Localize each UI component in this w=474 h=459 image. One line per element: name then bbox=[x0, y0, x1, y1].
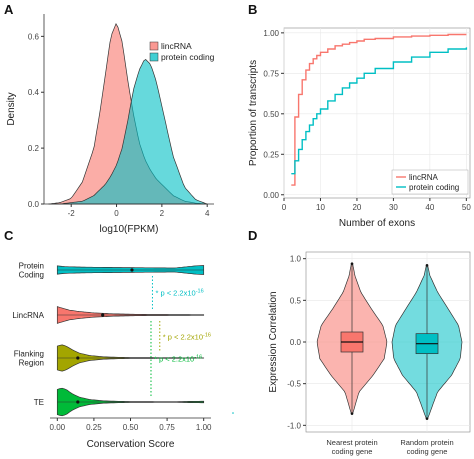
outlier-low-d-1 bbox=[425, 417, 429, 420]
panel-a: -2 0 2 4 0.0 0.2 0.4 0.6 log10(FPKM) Density lincR… bbox=[6, 14, 215, 235]
y-tick-label-b: 0.75 bbox=[263, 69, 279, 78]
category-label-line: Flanking bbox=[14, 350, 44, 359]
x-tick-label-c: 0.75 bbox=[159, 423, 175, 432]
y-tick-label-b: 0.50 bbox=[263, 110, 279, 119]
x-tick-label-a: 4 bbox=[205, 209, 210, 218]
significance-base: * p < 2.2x10 bbox=[154, 355, 194, 364]
legend-label-b: lincRNA bbox=[409, 173, 439, 182]
plot-area-b bbox=[283, 27, 471, 199]
y-tick-label-d: -1.0 bbox=[287, 421, 301, 430]
category-label-c-1: LincRNA bbox=[12, 311, 44, 320]
category-label-line: LincRNA bbox=[12, 311, 44, 320]
category-label-line: Protein bbox=[19, 262, 44, 271]
median-point-c-1 bbox=[101, 313, 105, 317]
x-tick-label-a: 0 bbox=[114, 209, 119, 218]
category-label-d-0: Nearest protein coding gene bbox=[326, 438, 377, 456]
x-tick-label-b: 40 bbox=[425, 203, 434, 212]
y-tick-label-d: 0.5 bbox=[290, 296, 302, 305]
legend-label-b: protein coding bbox=[409, 183, 459, 192]
category-label-line: coding gene bbox=[332, 447, 373, 456]
legend-swatch-a bbox=[149, 52, 159, 62]
x-tick-label-c: 1.00 bbox=[196, 423, 212, 432]
ecdf-line-lincrna bbox=[291, 33, 467, 186]
legend-swatch-a bbox=[149, 41, 159, 51]
stray-point-c bbox=[232, 412, 234, 414]
y-axis-label-a: Density bbox=[6, 92, 17, 125]
y-tick-label-b: 1.00 bbox=[263, 29, 279, 38]
x-axis-label-a: log10(FPKM) bbox=[100, 224, 159, 235]
panel-label-b: B bbox=[248, 2, 257, 17]
category-label-d-1: Random protein coding gene bbox=[400, 438, 453, 456]
x-tick-label-b: 0 bbox=[282, 203, 287, 212]
y-tick-label-d: -0.5 bbox=[287, 380, 301, 389]
x-axis-label-c: Conservation Score bbox=[87, 439, 175, 450]
outlier-high-d-0 bbox=[350, 262, 354, 265]
y-axis-label-d: Expression Correlation bbox=[268, 291, 279, 392]
y-axis-label-b: Proportion of transcripts bbox=[248, 60, 259, 166]
median-point-c-3 bbox=[76, 400, 80, 404]
significance-exponent: -16 bbox=[194, 355, 202, 361]
median-point-c-2 bbox=[76, 356, 80, 360]
panel-label-c: C bbox=[4, 228, 14, 243]
significance-exponent: -16 bbox=[203, 333, 211, 339]
median-point-c-0 bbox=[130, 268, 134, 272]
x-tick-label-b: 30 bbox=[389, 203, 398, 212]
y-tick-label-d: 0.0 bbox=[290, 338, 302, 347]
category-label-line: Nearest protein bbox=[326, 438, 377, 447]
category-label-c-2: Flanking Region bbox=[14, 350, 44, 368]
x-tick-label-c: 0.00 bbox=[50, 423, 66, 432]
panel-label-a: A bbox=[4, 2, 14, 17]
significance-text-c-2: * p < 2.2x10-16 bbox=[154, 355, 202, 364]
legend-box-b bbox=[391, 169, 469, 195]
category-label-line: Coding bbox=[19, 271, 44, 280]
y-tick-label-a: 0.0 bbox=[28, 200, 40, 209]
y-tick-label-b: 0.00 bbox=[263, 191, 279, 200]
x-axis-label-b: Number of exons bbox=[339, 218, 415, 229]
x-tick-label-a: 2 bbox=[160, 209, 165, 218]
y-tick-label-a: 0.2 bbox=[28, 144, 40, 153]
outlier-high-d-1 bbox=[425, 264, 429, 267]
category-label-c-3: TE bbox=[34, 398, 44, 407]
significance-exponent: -16 bbox=[196, 289, 204, 295]
significance-base: * p < 2.2x10 bbox=[155, 289, 195, 298]
category-label-line: Region bbox=[19, 359, 44, 368]
x-tick-label-b: 10 bbox=[316, 203, 325, 212]
y-tick-label-b: 0.25 bbox=[263, 150, 279, 159]
density-protein-coding bbox=[48, 59, 208, 205]
category-label-line: Random protein bbox=[400, 438, 453, 447]
legend-label-a: protein coding bbox=[161, 52, 215, 62]
y-tick-label-a: 0.4 bbox=[28, 88, 40, 97]
x-tick-label-b: 20 bbox=[352, 203, 361, 212]
significance-base: * p < 2.2x10 bbox=[163, 333, 203, 342]
legend-label-a: lincRNA bbox=[161, 41, 192, 51]
panel-c: Protein Coding LincRNA Flanking Region TE * p … bbox=[12, 262, 234, 450]
ecdf-line-protein-coding bbox=[291, 47, 468, 175]
significance-text-c-0: * p < 2.2x10-16 bbox=[155, 289, 203, 298]
significance-text-c-1: * p < 2.2x10-16 bbox=[163, 333, 211, 342]
y-tick-label-a: 0.6 bbox=[28, 32, 40, 41]
panel-b: 0 10 20 30 40 50 0.00 0.25 0.50 0.75 1.00 Number of… bbox=[248, 27, 471, 229]
x-tick-label-c: 0.25 bbox=[86, 423, 102, 432]
category-label-c-0: Protein Coding bbox=[19, 262, 44, 280]
category-label-line: coding gene bbox=[407, 447, 448, 456]
x-tick-label-a: -2 bbox=[68, 209, 76, 218]
x-tick-label-c: 0.50 bbox=[123, 423, 139, 432]
y-tick-label-d: 1.0 bbox=[290, 255, 302, 264]
x-tick-label-b: 50 bbox=[462, 203, 471, 212]
outlier-low-d-0 bbox=[350, 412, 354, 415]
panel-label-d: D bbox=[248, 228, 257, 243]
category-label-line: TE bbox=[34, 398, 44, 407]
